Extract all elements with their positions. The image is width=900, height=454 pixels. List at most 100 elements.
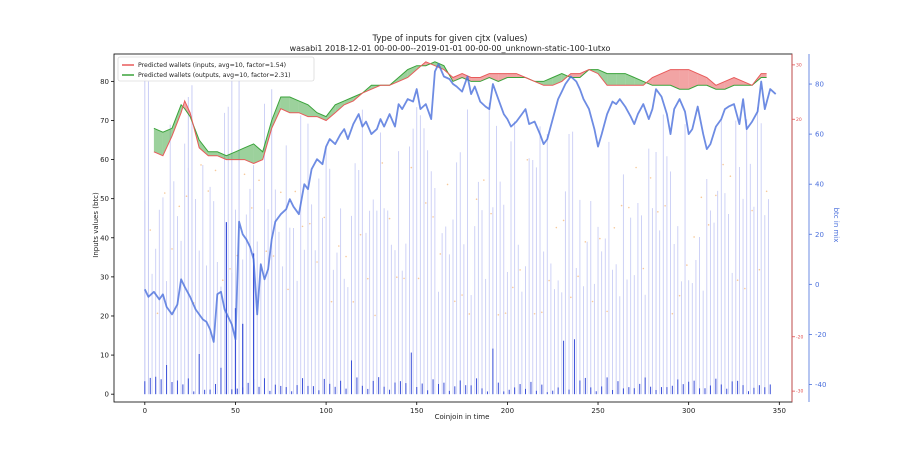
y2-tick-label: 40 <box>815 181 824 189</box>
background-dot <box>570 296 572 299</box>
background-dot <box>432 216 434 218</box>
diff-fill <box>607 73 617 86</box>
x-tick-label: 300 <box>682 407 695 415</box>
diff-fill <box>199 140 209 156</box>
diff-fill <box>688 69 698 90</box>
diff-fill <box>697 73 707 86</box>
diff-fill <box>289 97 299 113</box>
y-axis-label: Inputs values (btc) <box>92 192 100 258</box>
background-dot <box>468 313 471 315</box>
legend-label: Predicted wallets (outputs, avg=10, fact… <box>138 72 291 79</box>
diff-fill <box>453 73 463 82</box>
diff-fill <box>172 104 182 137</box>
background-dot <box>591 300 594 303</box>
background-dot <box>664 204 666 207</box>
diff-fill <box>507 73 517 78</box>
background-dot <box>497 313 500 316</box>
diff-fill <box>308 104 317 117</box>
background-dot <box>628 206 630 209</box>
x-tick-label: 250 <box>591 407 604 415</box>
background-dot <box>410 166 413 169</box>
background-dot <box>359 233 362 236</box>
diff-fill <box>298 100 308 117</box>
background-dot <box>715 194 717 197</box>
background-dot <box>149 229 152 231</box>
background-dot <box>454 300 456 303</box>
background-dot <box>635 166 637 169</box>
diff-fill <box>326 104 336 121</box>
diff-fill <box>235 147 245 160</box>
x-tick-label: 200 <box>501 407 514 415</box>
background-dot <box>446 183 449 186</box>
y-tick-label: 40 <box>100 234 109 242</box>
x-axis-label: Coinjoin in time <box>435 413 490 421</box>
diff-fill <box>552 73 562 86</box>
background-dot <box>200 164 202 166</box>
diff-fill <box>598 69 608 86</box>
background-dot <box>366 277 369 280</box>
y-tick-label: 0 <box>105 391 109 399</box>
x-tick-label: 350 <box>773 407 786 415</box>
diff-fill <box>471 77 481 82</box>
x-tick-label: 50 <box>231 407 240 415</box>
background-dot <box>265 250 268 252</box>
y-tick-label: 20 <box>100 312 109 320</box>
diff-fill <box>244 143 254 164</box>
diff-fill <box>734 77 744 86</box>
y2-tick-label: 80 <box>815 81 824 89</box>
background-dot <box>613 227 616 229</box>
diff-fill <box>616 73 626 86</box>
background-dot <box>352 301 355 303</box>
background-dot <box>584 241 587 243</box>
background-dot <box>461 294 463 296</box>
diff-fill <box>153 128 163 156</box>
background-dot <box>555 226 558 229</box>
background-dot <box>374 314 376 317</box>
y2-tick-label: 60 <box>815 131 824 139</box>
diff-fill <box>271 97 281 129</box>
background-dot <box>671 312 674 315</box>
background-dot <box>526 158 529 161</box>
y-tick-label: 60 <box>100 156 109 164</box>
background-dot <box>722 163 724 166</box>
y3-tick-label: -20 <box>796 334 803 340</box>
background-dot <box>686 264 688 266</box>
background-dot <box>301 225 304 228</box>
background-dot <box>483 179 485 181</box>
background-dot <box>323 216 326 219</box>
y3-tick-label: 20 <box>796 117 802 123</box>
background-dot <box>657 211 659 213</box>
y2-tick-label: -20 <box>815 331 826 339</box>
x-tick-label: 0 <box>143 407 147 415</box>
chart-subtitle: wasabi1 2018-12-01 00-00-00--2019-01-01 … <box>290 44 611 53</box>
background-dot <box>229 268 231 270</box>
background-dot <box>649 177 652 179</box>
diff-fill <box>317 112 327 121</box>
diff-fill <box>480 73 490 82</box>
background-dot <box>765 190 768 193</box>
y2-axis-label: btc in mix <box>832 208 840 243</box>
background-dot <box>577 275 579 278</box>
background-dot <box>475 198 478 201</box>
background-dot <box>678 294 681 297</box>
diff-fill <box>262 120 272 160</box>
background-dot <box>606 310 608 313</box>
y2-tick-label: 0 <box>815 281 819 289</box>
background-dot <box>178 205 181 208</box>
background-dot <box>294 190 297 193</box>
background-dot <box>388 217 391 220</box>
background-dot <box>156 312 159 315</box>
background-dot <box>243 173 246 176</box>
background-dot <box>308 222 311 225</box>
diff-fill <box>280 97 290 113</box>
diff-fill <box>217 151 227 160</box>
y-tick-label: 30 <box>100 273 109 281</box>
background-dot <box>272 255 275 257</box>
diff-fill <box>715 81 725 90</box>
background-dot <box>533 312 536 315</box>
background-dot <box>185 195 188 198</box>
diff-fill <box>498 73 508 82</box>
series-line-btc-in-mix <box>143 63 777 343</box>
